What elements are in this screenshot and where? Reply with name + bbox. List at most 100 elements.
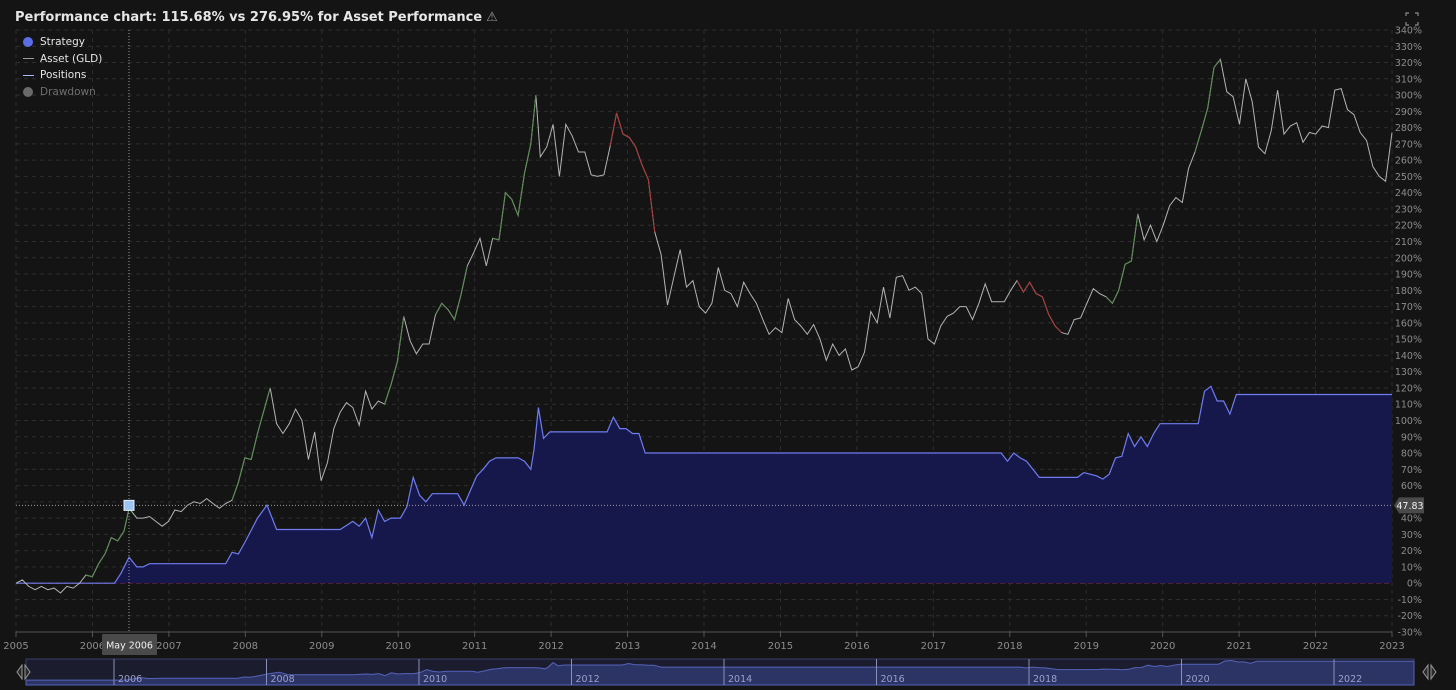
asset-up-segment	[85, 508, 130, 578]
y-tick-label: 160%	[1395, 318, 1422, 329]
y-tick-label: 60%	[1401, 481, 1422, 492]
y-tick-label: 260%	[1395, 156, 1422, 167]
y-tick-label: 290%	[1395, 107, 1422, 118]
asset-up-segment	[435, 265, 468, 321]
x-tick-label: 2010	[385, 641, 410, 652]
asset-up-segment	[1105, 213, 1139, 305]
asset-series	[15, 58, 1393, 594]
y-tick-label: 280%	[1395, 123, 1422, 134]
x-tick-label: 2011	[462, 641, 487, 652]
asset-up-segment	[231, 387, 271, 501]
legend-label: Drawdown	[40, 85, 96, 98]
legend-label: Asset (GLD)	[40, 52, 103, 65]
y-tick-label: 100%	[1395, 416, 1422, 427]
legend-item-drawdown[interactable]: Drawdown	[22, 84, 102, 101]
navigator-tick-label: 2022	[1338, 674, 1362, 685]
navigator-series	[25, 659, 1415, 686]
crosshair-marker	[123, 499, 135, 511]
strategy-dot-icon	[23, 37, 33, 48]
y-tick-label: 140%	[1395, 351, 1422, 362]
y-tick-label: -30%	[1397, 628, 1422, 639]
navigator-tick-label: 2006	[118, 674, 142, 685]
y-tick-label: 310%	[1395, 74, 1422, 85]
legend-label: Positions	[40, 69, 87, 82]
x-tick-label: 2009	[309, 641, 334, 652]
warning-triangle-icon[interactable]: ⚠	[486, 10, 498, 25]
x-tick-label: 2017	[921, 641, 946, 652]
asset-down-segment	[609, 112, 656, 232]
x-tick-label: 2019	[1073, 641, 1098, 652]
y-tick-label: 70%	[1401, 465, 1422, 476]
chart-title-text: Performance chart: 115.68% vs 276.95% fo…	[15, 10, 483, 25]
y-tick-label: 270%	[1395, 139, 1422, 150]
navigator-left-handle-icon[interactable]	[16, 663, 31, 681]
x-tick-label: 2021	[1226, 641, 1251, 652]
y-axis: -30%-20%-10%0%10%20%30%40%50%60%70%80%90…	[1395, 26, 1422, 639]
y-tick-label: 40%	[1401, 514, 1422, 525]
y-tick-label: 230%	[1395, 204, 1422, 215]
navigator-tick-label: 2012	[576, 674, 600, 685]
y-tick-label: 250%	[1395, 172, 1422, 183]
x-tick-label: 2016	[844, 641, 869, 652]
navigator-tick-label: 2018	[1033, 674, 1057, 685]
x-tick-label: 2008	[233, 641, 258, 652]
crosshair-y-label: 47.83	[1396, 501, 1423, 512]
y-tick-label: 150%	[1395, 335, 1422, 346]
navigator-tick-label: 2008	[271, 674, 295, 685]
x-axis: 2005 2006 2007 2008 2009 2010 2011 2012 2013 2014…	[3, 631, 1405, 652]
y-tick-label: 130%	[1395, 367, 1422, 378]
y-tick-label: 240%	[1395, 188, 1422, 199]
crosshair-x-label-bg	[102, 634, 157, 655]
legend-label: Strategy	[40, 36, 85, 49]
y-tick-label: 120%	[1395, 383, 1422, 394]
legend-item-strategy[interactable]: Strategy	[22, 34, 102, 51]
x-tick-label: 2022	[1303, 641, 1328, 652]
y-tick-label: 320%	[1395, 58, 1422, 69]
asset-line-icon	[22, 58, 34, 60]
y-tick-label: 200%	[1395, 253, 1422, 264]
y-tick-label: 30%	[1401, 530, 1422, 541]
strategy-series	[16, 385, 1392, 584]
fullscreen-icon[interactable]	[1405, 12, 1419, 26]
x-tick-label: 2013	[615, 641, 640, 652]
x-tick-label: 2023	[1379, 641, 1404, 652]
y-tick-label: -10%	[1397, 595, 1422, 606]
y-tick-label: 10%	[1401, 562, 1422, 573]
y-tick-label: 90%	[1401, 432, 1422, 443]
y-tick-label: -20%	[1397, 611, 1422, 622]
y-tick-label: 340%	[1395, 26, 1422, 37]
x-tick-label: 2018	[997, 641, 1022, 652]
asset-up-segment	[492, 95, 537, 241]
x-tick-label: 2015	[768, 641, 793, 652]
navigator-tick-label: 2016	[881, 674, 905, 685]
y-tick-label: 180%	[1395, 286, 1422, 297]
navigator-right-handle-icon[interactable]	[1422, 663, 1437, 681]
drawdown-dot-icon	[23, 86, 33, 97]
navigator-tick-label: 2010	[423, 674, 447, 685]
y-tick-label: 80%	[1401, 449, 1422, 460]
y-tick-label: 210%	[1395, 237, 1422, 248]
y-tick-label: 110%	[1395, 400, 1422, 411]
legend-item-positions[interactable]: Positions	[22, 67, 102, 84]
y-tick-label: 0%	[1407, 579, 1422, 590]
x-tick-label: 2006	[80, 641, 105, 652]
navigator-tick-label: 2020	[1186, 674, 1210, 685]
legend-item-asset[interactable]: Asset (GLD)	[22, 51, 102, 68]
crosshair: May 2006 47.83	[16, 30, 1424, 655]
y-tick-label: 220%	[1395, 221, 1422, 232]
y-tick-label: 170%	[1395, 302, 1422, 313]
x-tick-label: 2012	[538, 641, 563, 652]
y-tick-label: 20%	[1401, 546, 1422, 557]
navigator-tick-label: 2014	[728, 674, 752, 685]
asset-up-segment	[1194, 58, 1221, 153]
positions-line-icon	[22, 74, 34, 76]
x-tick-label: 2007	[156, 641, 181, 652]
y-tick-label: 330%	[1395, 42, 1422, 53]
asset-up-segment	[384, 316, 405, 405]
chart-legend: Strategy Asset (GLD) Positions Drawdown	[22, 34, 102, 100]
strategy-area	[16, 386, 1392, 584]
range-navigator[interactable]: 2006 2008 2010 2012 2014 2016 2018 2020 2022	[16, 658, 1437, 686]
asset-down-segment	[1016, 280, 1062, 333]
x-tick-label: 2014	[691, 641, 716, 652]
